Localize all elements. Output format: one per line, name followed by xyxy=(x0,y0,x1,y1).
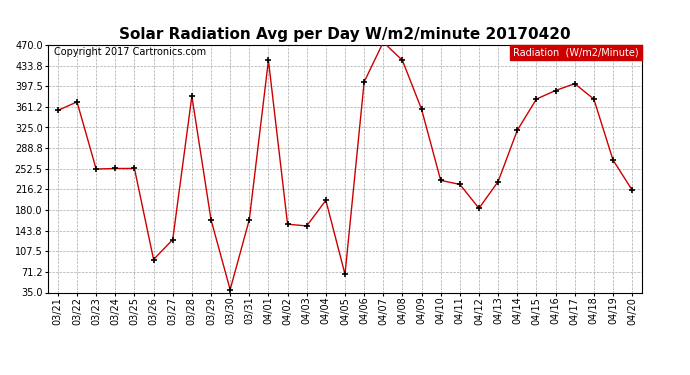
Text: Radiation  (W/m2/Minute): Radiation (W/m2/Minute) xyxy=(513,48,639,57)
Text: Copyright 2017 Cartronics.com: Copyright 2017 Cartronics.com xyxy=(55,48,206,57)
Title: Solar Radiation Avg per Day W/m2/minute 20170420: Solar Radiation Avg per Day W/m2/minute … xyxy=(119,27,571,42)
